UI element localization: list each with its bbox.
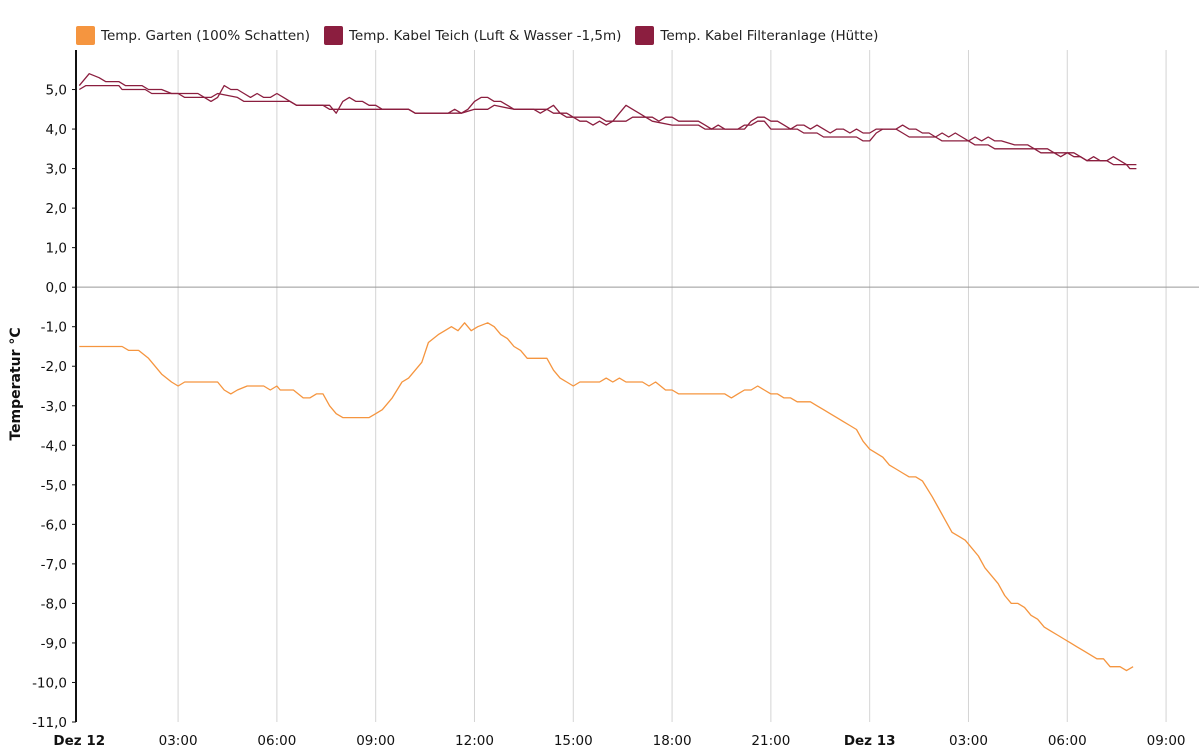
legend-item-teich[interactable]: Temp. Kabel Teich (Luft & Wasser -1,5m) [323,26,622,45]
legend-label-filteranlage: Temp. Kabel Filteranlage (Hütte) [660,27,879,44]
x-tick-label: 18:00 [653,733,692,749]
series-line-garten[interactable] [79,322,1134,672]
x-tick-label: 06:00 [257,733,296,749]
y-tick-label: -8,0 [41,596,67,612]
legend-swatch-teich [323,26,343,45]
x-tick-label: 06:00 [1048,733,1087,749]
y-tick-label: -3,0 [41,399,67,415]
series-lines [78,73,1137,672]
series-line-filteranlage[interactable] [78,84,1137,166]
y-tick-label: -4,0 [41,438,67,454]
y-tick-label: -7,0 [41,557,67,573]
x-tick-label: 09:00 [1147,733,1186,749]
legend-item-filteranlage[interactable]: Temp. Kabel Filteranlage (Hütte) [635,26,878,45]
y-tick-label: 1,0 [46,241,67,257]
legend: Temp. Garten (100% Schatten) Temp. Kabel… [76,26,892,45]
x-tick-label: 09:00 [356,733,395,749]
y-tick-label: 2,0 [46,201,67,217]
x-tick-label: 12:00 [455,733,494,749]
legend-item-garten[interactable]: Temp. Garten (100% Schatten) [76,26,310,45]
y-tick-label: 5,0 [46,83,67,99]
y-tick-label: -10,0 [32,675,67,691]
y-axis-label: Temperatur °C [8,327,24,440]
y-tick-label: -11,0 [32,715,67,731]
x-tick-label: Dez 12 [53,733,105,749]
x-tick-label: Dez 13 [844,733,896,749]
x-tick-label: 03:00 [949,733,988,749]
x-tick-label: 03:00 [159,733,198,749]
x-tick-label: 21:00 [751,733,790,749]
legend-swatch-filteranlage [635,26,655,45]
y-tick-label: -1,0 [41,320,67,336]
y-tick-label: -6,0 [41,517,67,533]
x-axis: Dez 12 03:00 06:00 09:00 12:00 15:00 18:00 21:0… [53,733,1185,749]
y-tick-label: -5,0 [41,478,67,494]
legend-swatch-garten [76,26,95,45]
y-axis: 5,0 4,0 3,0 2,0 1,0 0,0 -1,0 -2,0 -3,0 -4,0 -5,0 -6… [32,50,77,731]
y-tick-label: 3,0 [46,162,67,178]
y-tick-label: -9,0 [41,636,67,652]
grid [76,50,1199,722]
x-tick-label: 15:00 [554,733,593,749]
y-tick-label: 0,0 [46,280,67,296]
legend-label-teich: Temp. Kabel Teich (Luft & Wasser -1,5m) [348,27,622,44]
y-tick-label: 4,0 [46,122,67,138]
series-line-teich[interactable] [78,73,1137,170]
y-tick-label: -2,0 [41,359,67,375]
legend-label-garten: Temp. Garten (100% Schatten) [101,27,310,44]
